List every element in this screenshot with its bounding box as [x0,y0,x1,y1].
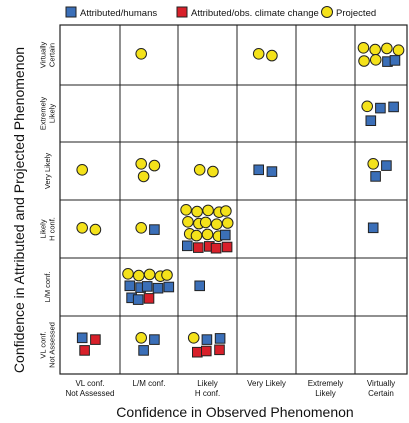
y-tick-label: LikelyH conf. [39,217,57,241]
y-tick-label: VirtuallyCertain [39,41,57,68]
marker-attributed-humans [132,294,144,305]
marker-projected [135,222,147,234]
marker-attributed-humans [365,115,377,127]
marker-projected [358,55,370,67]
y-tick-label: Very Likely [43,153,52,190]
marker-attributed-humans [194,280,205,292]
marker-attributed-humans [253,164,264,176]
legend: Attributed/humans Attributed/obs. climate… [65,6,376,19]
marker-projected [76,222,88,234]
marker-projected [135,48,147,60]
y-axis-label: Confidence in Attributed and Projected P… [11,47,27,373]
marker-projected [201,228,214,241]
marker-projected [89,223,102,236]
marker-projected [381,42,393,55]
legend-label-attributed-obs-climate-change: Attributed/obs. climate change [191,8,319,19]
marker-projected [182,216,194,228]
marker-attributed-humans [182,240,193,252]
x-tick-label: Very Likely [247,379,286,388]
legend-marker-projected [321,6,333,18]
marker-attributed-obs-climate-change [193,242,204,253]
legend-label-projected: Projected [336,8,376,19]
marker-attributed-obs-climate-change [192,346,203,358]
marker-attributed-obs-climate-change [90,334,101,345]
marker-attributed-humans [375,102,386,114]
chart-marks [76,42,405,358]
marker-attributed-humans [266,166,278,177]
marker-projected [143,268,156,281]
marker-attributed-humans [76,332,88,344]
marker-projected [187,332,200,344]
y-tick-label: VL conf.Not Assessed [39,322,57,368]
marker-projected [122,268,134,280]
x-tick-label: VL conf. Not Assessed [66,379,115,398]
marker-projected [207,165,219,178]
marker-attributed-humans [201,334,213,345]
marker-projected [220,205,232,217]
marker-projected [180,204,192,216]
marker-projected [367,158,380,170]
marker-attributed-obs-climate-change [214,344,225,356]
marker-attributed-humans [220,229,231,241]
marker-projected [135,332,147,344]
marker-attributed-humans [152,282,164,294]
marker-attributed-humans [388,101,399,113]
marker-projected [392,44,405,57]
marker-projected [266,49,278,62]
x-tick-labels: VL conf. Not Assessed L/M conf. Likely H con… [66,379,396,398]
marker-projected [190,229,203,242]
marker-projected [161,269,173,281]
marker-attributed-humans [370,171,381,182]
marker-projected [193,164,206,176]
marker-projected [135,158,147,170]
marker-attributed-obs-climate-change [201,345,212,357]
x-tick-label: Likely H conf. [195,379,220,398]
chart-grid [59,24,408,375]
marker-attributed-humans [149,224,160,235]
marker-projected [199,216,212,229]
legend-label-attributed-humans: Attributed/humans [80,8,157,19]
legend-marker-attributed-humans [65,6,77,18]
marker-attributed-obs-climate-change [143,293,155,304]
marker-projected [191,205,203,218]
marker-projected [221,217,234,229]
x-tick-label: Virtually Certain [367,379,395,398]
marker-attributed-humans [389,55,401,66]
x-tick-label: L/M conf. [133,379,166,388]
marker-attributed-humans [163,281,175,293]
y-tick-label: ExtremelyLikely [39,97,57,131]
y-tick-label: L/M conf. [43,272,52,303]
marker-attributed-obs-climate-change [79,345,90,356]
y-tick-labels: VL conf.Not Assessed L/M conf. LikelyH con… [39,41,57,367]
marker-attributed-humans [138,345,149,356]
marker-projected [252,48,265,60]
marker-projected [210,218,223,230]
marker-projected [133,269,145,282]
x-tick-label: Extremely Likely [308,379,344,398]
marker-projected [361,100,374,113]
marker-projected [369,54,382,66]
marker-projected [369,43,381,56]
marker-projected [137,170,150,183]
marker-attributed-humans [367,222,379,234]
marker-attributed-humans [214,333,226,344]
marker-projected [76,164,88,176]
marker-projected [357,42,370,54]
marker-projected [148,159,161,172]
marker-attributed-obs-climate-change [210,242,222,254]
marker-attributed-humans [124,280,136,292]
marker-attributed-humans [149,334,160,345]
x-axis-label: Confidence in Observed Phenomenon [116,404,353,420]
marker-attributed-obs-climate-change [221,241,233,253]
legend-marker-attributed-obs-climate-change [176,6,188,18]
marker-projected [202,204,214,217]
marker-attributed-humans [141,281,153,292]
marker-attributed-humans [381,160,392,171]
